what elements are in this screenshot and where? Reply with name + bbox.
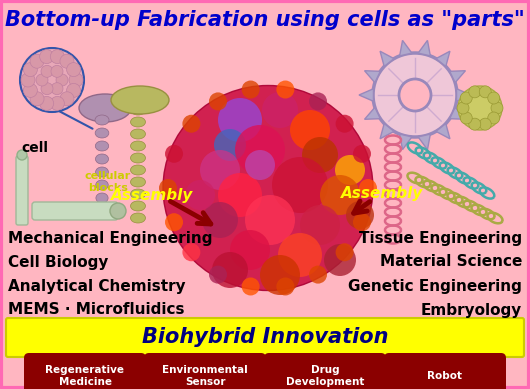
Text: Regenerative
Medicine: Regenerative Medicine	[46, 365, 125, 387]
Circle shape	[278, 233, 322, 277]
Circle shape	[235, 125, 285, 175]
Circle shape	[309, 93, 327, 110]
Circle shape	[60, 54, 74, 68]
Text: Cell Biology: Cell Biology	[8, 254, 108, 270]
Circle shape	[324, 244, 356, 276]
Circle shape	[469, 86, 481, 98]
Circle shape	[488, 92, 500, 104]
Text: Robot: Robot	[428, 371, 463, 381]
Text: Biohybrid Innovation: Biohybrid Innovation	[142, 327, 388, 347]
Circle shape	[373, 53, 457, 137]
FancyBboxPatch shape	[24, 353, 146, 389]
Circle shape	[300, 205, 340, 245]
Circle shape	[69, 73, 83, 87]
Ellipse shape	[130, 201, 146, 211]
FancyBboxPatch shape	[6, 318, 524, 357]
Circle shape	[276, 277, 294, 296]
Text: Mechanical Engineering: Mechanical Engineering	[8, 231, 213, 245]
Ellipse shape	[96, 180, 108, 190]
Text: Material Science: Material Science	[379, 254, 522, 270]
Polygon shape	[436, 124, 450, 139]
Circle shape	[60, 92, 74, 106]
Circle shape	[245, 150, 275, 180]
Polygon shape	[359, 89, 374, 101]
Polygon shape	[365, 107, 381, 119]
Circle shape	[30, 54, 44, 68]
Polygon shape	[449, 71, 465, 82]
Ellipse shape	[95, 167, 109, 177]
Circle shape	[50, 50, 64, 64]
Circle shape	[110, 203, 126, 219]
Polygon shape	[456, 89, 471, 101]
Circle shape	[218, 173, 262, 217]
Circle shape	[214, 129, 246, 161]
Polygon shape	[418, 40, 430, 56]
Polygon shape	[400, 134, 412, 150]
Polygon shape	[365, 71, 381, 82]
Text: Genetic Engineering: Genetic Engineering	[348, 279, 522, 293]
Text: cellular
blocks: cellular blocks	[85, 171, 131, 193]
Circle shape	[200, 150, 240, 190]
Ellipse shape	[163, 86, 373, 291]
Circle shape	[460, 112, 472, 124]
Text: Drug
Development: Drug Development	[286, 365, 364, 387]
Ellipse shape	[130, 189, 146, 199]
Polygon shape	[380, 51, 394, 67]
Circle shape	[458, 86, 502, 130]
Circle shape	[212, 252, 248, 288]
Circle shape	[40, 50, 54, 64]
Circle shape	[260, 255, 300, 295]
Circle shape	[335, 155, 365, 185]
FancyBboxPatch shape	[264, 353, 386, 389]
Circle shape	[276, 81, 294, 98]
Circle shape	[346, 201, 374, 229]
FancyBboxPatch shape	[384, 353, 506, 389]
Text: Embryology: Embryology	[421, 303, 522, 317]
Circle shape	[40, 96, 54, 110]
Circle shape	[272, 157, 328, 213]
Text: Assembly: Assembly	[341, 186, 423, 200]
Ellipse shape	[79, 94, 131, 122]
Circle shape	[67, 83, 81, 97]
Circle shape	[51, 65, 63, 77]
Circle shape	[30, 92, 44, 106]
Circle shape	[17, 150, 27, 160]
Ellipse shape	[130, 129, 146, 139]
Ellipse shape	[130, 141, 146, 151]
Circle shape	[41, 82, 53, 95]
Circle shape	[302, 137, 338, 173]
Circle shape	[182, 115, 200, 133]
Circle shape	[469, 118, 481, 130]
Circle shape	[21, 73, 35, 87]
Circle shape	[479, 86, 491, 98]
Polygon shape	[449, 107, 465, 119]
Circle shape	[262, 92, 298, 128]
Text: Assembly: Assembly	[111, 187, 193, 203]
Circle shape	[290, 110, 330, 150]
Circle shape	[245, 195, 295, 245]
Circle shape	[20, 48, 84, 112]
Ellipse shape	[130, 165, 146, 175]
Circle shape	[67, 63, 81, 77]
Text: Tissue Engineering: Tissue Engineering	[359, 231, 522, 245]
Circle shape	[159, 179, 177, 197]
Circle shape	[182, 243, 200, 261]
Circle shape	[488, 112, 500, 124]
Ellipse shape	[130, 153, 146, 163]
Polygon shape	[400, 40, 412, 56]
Circle shape	[335, 115, 354, 133]
FancyBboxPatch shape	[16, 156, 28, 225]
Circle shape	[165, 145, 183, 163]
Circle shape	[209, 266, 227, 284]
Circle shape	[479, 118, 491, 130]
Circle shape	[50, 96, 64, 110]
Ellipse shape	[130, 105, 146, 115]
Circle shape	[209, 93, 227, 110]
Circle shape	[359, 179, 377, 197]
Ellipse shape	[96, 206, 108, 216]
Circle shape	[335, 243, 354, 261]
Circle shape	[185, 180, 215, 210]
Circle shape	[218, 98, 262, 142]
Text: cell: cell	[22, 141, 49, 155]
